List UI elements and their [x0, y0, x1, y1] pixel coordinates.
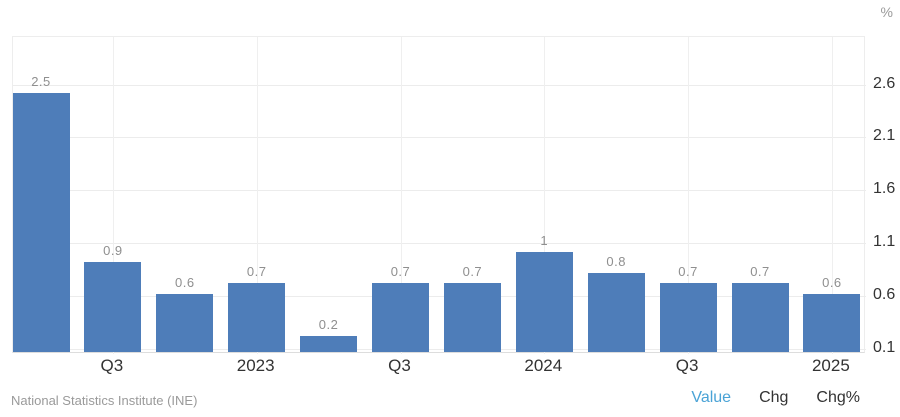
- x-axis-tick-label: 2023: [236, 356, 275, 375]
- bar[interactable]: [372, 283, 429, 352]
- bar-value-label: 0.8: [606, 253, 626, 269]
- bar-value-label: 1: [540, 232, 549, 248]
- x-gridline: [544, 37, 546, 354]
- y-axis-tick-label: 2.1: [873, 127, 896, 145]
- bar[interactable]: [731, 283, 789, 352]
- y-gridline: [13, 137, 866, 139]
- y-axis-unit-label: %: [880, 4, 893, 20]
- series-toggle-group: Value Chg Chg%: [691, 389, 860, 407]
- x-axis-tick-label: Q3: [100, 356, 124, 375]
- x-gridline: [831, 37, 833, 354]
- bar-value-label: 0.7: [246, 264, 267, 280]
- y-gridline: [13, 243, 866, 245]
- y-axis-tick-label: 0.1: [873, 338, 896, 356]
- bar-value-label: 0.7: [462, 264, 483, 280]
- bar[interactable]: [300, 336, 358, 352]
- x-axis-tick-label: Q3: [388, 356, 411, 375]
- y-axis-tick-label: 1.1: [873, 233, 896, 251]
- bar[interactable]: [587, 272, 645, 352]
- bar[interactable]: [12, 93, 70, 352]
- toggle-chg[interactable]: Chg%: [816, 389, 860, 406]
- y-axis-tick-label: 1.6: [873, 180, 896, 198]
- x-gridline: [400, 37, 402, 354]
- x-axis-tick-label: 2024: [524, 356, 563, 375]
- x-gridline: [112, 37, 114, 354]
- y-axis-tick-label: 0.6: [873, 285, 896, 303]
- bar[interactable]: [156, 293, 214, 352]
- bar-value-label: 2.5: [31, 74, 51, 90]
- bar[interactable]: [515, 251, 573, 352]
- x-axis-tick-label: 2025: [811, 356, 850, 375]
- bar-value-label: 0.7: [678, 264, 698, 280]
- source-attribution: National Statistics Institute (INE): [11, 393, 198, 408]
- bar[interactable]: [803, 293, 861, 352]
- y-gridline: [13, 348, 866, 350]
- bar-value-label: 0.6: [175, 274, 195, 290]
- x-gridline: [256, 37, 258, 354]
- x-axis-tick-label: Q3: [675, 356, 699, 375]
- bar-value-label: 0.9: [103, 243, 123, 259]
- y-gridline: [13, 84, 866, 86]
- bar[interactable]: [228, 283, 286, 352]
- y-gridline: [13, 295, 866, 297]
- toggle-chg[interactable]: Chg: [759, 389, 789, 406]
- bar-value-label: 0.7: [390, 264, 411, 280]
- toggle-value[interactable]: Value: [691, 389, 732, 406]
- plot-area: 2.5 0.9 0.6 0.7 0.2 0.7 0.7 1 0.8 0.7 0.7 0.6: [12, 36, 866, 354]
- y-gridline: [13, 190, 866, 192]
- x-gridline: [688, 37, 690, 354]
- bar[interactable]: [84, 262, 142, 352]
- bar[interactable]: [659, 283, 717, 352]
- y-axis-tick-label: 2.6: [873, 74, 896, 92]
- bar-value-label: 0.7: [750, 264, 770, 280]
- bar[interactable]: [443, 283, 501, 352]
- bar-value-label: 0.2: [318, 317, 339, 333]
- bar-value-label: 0.6: [822, 274, 842, 290]
